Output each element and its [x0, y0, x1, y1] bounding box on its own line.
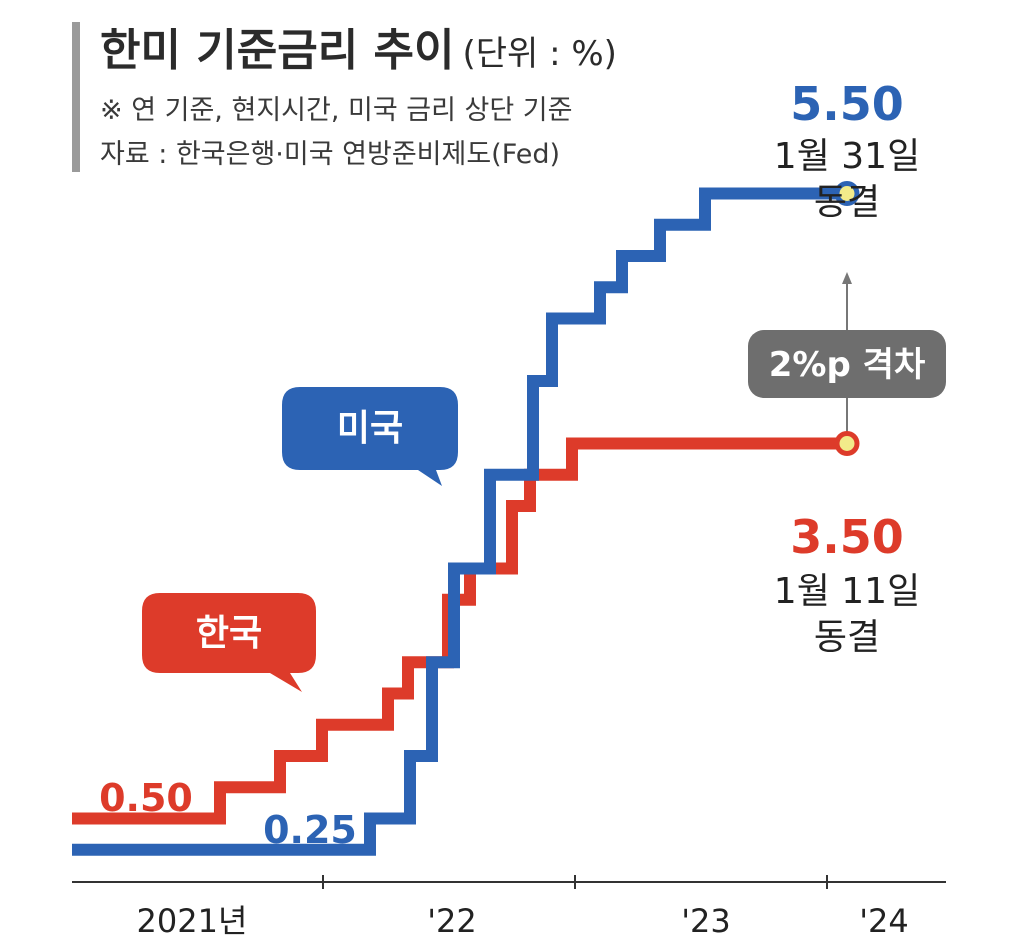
korea-start-label: 0.50 — [99, 776, 193, 820]
x-tick-label: 2021년 — [137, 902, 248, 940]
chart-source: 자료 : 한국은행·미국 연방준비제도(Fed) — [100, 139, 561, 170]
us-end-status: 동결 — [814, 182, 880, 223]
us-end-marker — [834, 181, 860, 206]
us-end-date: 1월 31일 — [774, 136, 920, 177]
x-tick-label: '23 — [681, 902, 731, 940]
unit-label: (단위 : %) — [462, 34, 617, 74]
us-end-value: 5.50 — [790, 77, 904, 131]
chart-note: ※ 연 기준, 현지시간, 미국 금리 상단 기준 — [100, 95, 573, 126]
chart-title: 한미 기준금리 추이 (단위 : %) — [100, 25, 617, 76]
korea-end-value: 3.50 — [790, 510, 904, 564]
us-rate-line — [72, 187, 847, 856]
header-accent-bar — [72, 22, 80, 172]
korea-bubble-label: 한국 — [196, 613, 262, 654]
x-tick-label: '22 — [427, 902, 477, 940]
korea-bubble — [142, 593, 316, 692]
gap-arrow-head-up — [842, 272, 852, 284]
gap-label: 2%p 격차 — [769, 345, 925, 385]
us-bubble-label: 미국 — [337, 408, 403, 449]
us-start-label: 0.25 — [263, 808, 357, 852]
korea-end-date: 1월 11일 — [774, 571, 920, 612]
x-tick-label: '24 — [859, 902, 909, 940]
gap-badge — [748, 330, 946, 398]
korea-end-status: 동결 — [814, 617, 880, 658]
korea-end-marker — [834, 431, 860, 456]
us-bubble — [282, 387, 458, 486]
